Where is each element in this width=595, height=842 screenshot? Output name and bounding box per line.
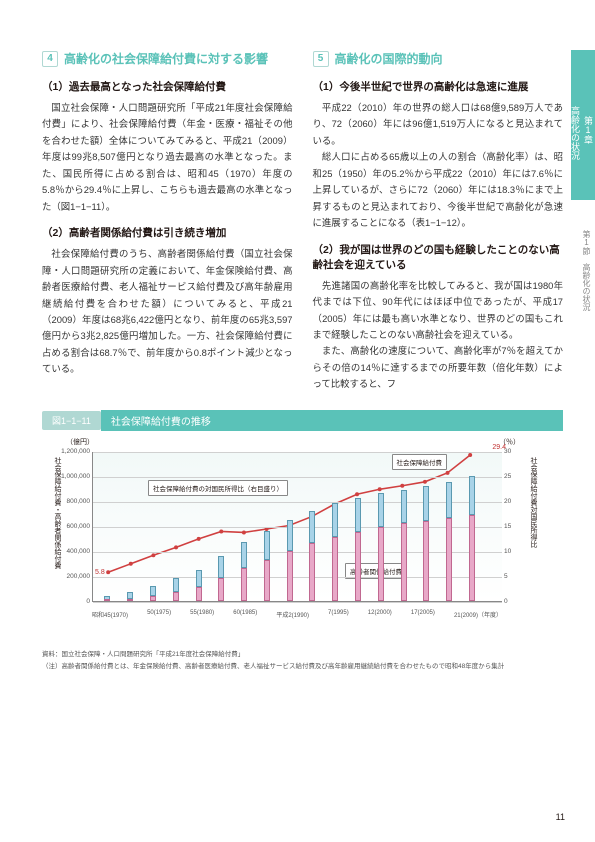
y-left-tick: 800,000 <box>58 498 90 505</box>
bar <box>264 531 270 601</box>
bar <box>332 503 338 601</box>
subheading-4-1: （1）過去最高となった社会保障給付費 <box>42 79 293 94</box>
paragraph-4-2: 社会保障給付費のうち、高齢者関係給付費（国立社会保障・人口問題研究所の定義におい… <box>42 246 293 378</box>
y-left-tick: 1,200,000 <box>58 448 90 455</box>
x-axis-label: 7(1995) <box>328 610 349 619</box>
y-right-tick: 25 <box>504 473 524 480</box>
subheading-5-1: （1）今後半世紀で世界の高齢化は急速に進展 <box>313 79 564 94</box>
chart-1-1-11: 図1−1−11 社会保障給付費の推移 （億円） （％） 社会保障給付費・高齢者関… <box>42 411 563 672</box>
chapter-number: 第1章 <box>582 60 595 200</box>
bar <box>218 556 224 601</box>
x-axis-label: 12(2000) <box>368 610 392 619</box>
section-number-4: 4 <box>42 51 58 67</box>
bar <box>173 578 179 601</box>
chart-source-note: 資料：国立社会保障・人口問題研究所「平成21年度社会保障給付費」 <box>42 651 563 659</box>
x-axis-label: 50(1975) <box>147 610 171 619</box>
paragraph-5-1b: 総人口に占める65歳以上の人の割合（高齢化率）は、昭和25（1950）年の5.2… <box>313 149 564 231</box>
chart-left-unit: （億円） <box>66 437 94 447</box>
chapter-side-title: 高齢化の状況 <box>569 66 582 200</box>
paragraph-5-2a: 先進諸国の高齢化率を比較してみると、我が国は1980年代までは下位、90年代には… <box>313 278 564 344</box>
section-title-4: 高齢化の社会保障給付費に対する影響 <box>64 50 268 67</box>
bar <box>241 542 247 601</box>
page-number: 11 <box>556 812 565 822</box>
subheading-5-2: （2）我が国は世界のどの国も経験したことのない高齢社会を迎えている <box>313 242 564 272</box>
chart-footnote: （注）高齢者関係給付費とは、年金保険給付費、高齢者医療給付費、老人福祉サービス給… <box>42 663 563 671</box>
x-axis-label: 平成2(1990) <box>276 610 309 619</box>
chapter-side-tab: 第1章 高齢化の状況 <box>571 50 595 200</box>
y-left-tick: 1,000,000 <box>58 473 90 480</box>
paragraph-5-2b: また、高齢化の速度について、高齢化率が7％を超えてからその倍の14％に達するまで… <box>313 343 564 392</box>
chart-plot: 社会保障給付費の対国民所得比（右目盛り） 社会保障給付費 高齢者関係給付費 5.… <box>92 452 502 602</box>
y-left-tick: 200,000 <box>58 573 90 580</box>
y-right-tick: 5 <box>504 573 524 580</box>
paragraph-4-1: 国立社会保障・人口問題研究所「平成21年度社会保障給付費」により、社会保障給付費… <box>42 100 293 215</box>
y-left-tick: 600,000 <box>58 523 90 530</box>
subheading-4-2: （2）高齢者関係給付費は引き続き増加 <box>42 225 293 240</box>
bar <box>127 592 133 601</box>
chart-title: 社会保障給付費の推移 <box>101 410 563 431</box>
left-column: 4 高齢化の社会保障給付費に対する影響 （1）過去最高となった社会保障給付費 国… <box>42 50 293 393</box>
section-title-5: 高齢化の国際的動向 <box>335 50 443 67</box>
section-side-label: 第1節 高齢化の状況 <box>576 230 592 311</box>
bar <box>446 482 452 601</box>
section-number-5: 5 <box>313 51 329 67</box>
chart-legend-ratio: 社会保障給付費の対国民所得比（右目盛り） <box>148 480 288 496</box>
y-right-tick: 30 <box>504 448 524 455</box>
chart-x-labels: 昭和45(1970) 50(1975) 55(1980) 60(1985) 平成2(19… <box>92 610 502 619</box>
y-left-tick: 0 <box>58 598 90 605</box>
bar <box>423 486 429 601</box>
chart-y-right-axis-label: 社会保障給付費対国民所得比 <box>528 457 538 597</box>
right-column: 5 高齢化の国際的動向 （1）今後半世紀で世界の高齢化は急速に進展 平成22（2… <box>313 50 564 393</box>
chart-figure-number: 図1−1−11 <box>42 411 101 430</box>
y-right-tick: 15 <box>504 523 524 530</box>
chart-legend-total: 社会保障給付費 <box>392 454 448 470</box>
y-right-tick: 10 <box>504 548 524 555</box>
y-right-tick: 0 <box>504 598 524 605</box>
x-axis-label: 21(2009)（年度） <box>454 610 502 619</box>
bar <box>196 570 202 601</box>
bar <box>355 498 361 601</box>
bar <box>287 520 293 601</box>
bar <box>401 490 407 601</box>
x-axis-label: 17(2005) <box>411 610 435 619</box>
paragraph-5-1a: 平成22（2010）年の世界の総人口は68億9,589万人であり、72（2060… <box>313 100 564 149</box>
y-left-tick: 400,000 <box>58 548 90 555</box>
bar <box>469 476 475 601</box>
bar <box>150 586 156 601</box>
bar <box>309 511 315 601</box>
y-right-tick: 20 <box>504 498 524 505</box>
bar <box>378 493 384 601</box>
bar <box>104 596 110 600</box>
x-axis-label: 昭和45(1970) <box>92 610 128 619</box>
x-axis-label: 55(1980) <box>190 610 214 619</box>
x-axis-label: 60(1985) <box>233 610 257 619</box>
chart-line-start-value: 5.8 <box>95 569 105 576</box>
chart-plot-area: （億円） （％） 社会保障給付費・高齢者関係給付費 社会保障給付費対国民所得比 … <box>42 437 542 647</box>
